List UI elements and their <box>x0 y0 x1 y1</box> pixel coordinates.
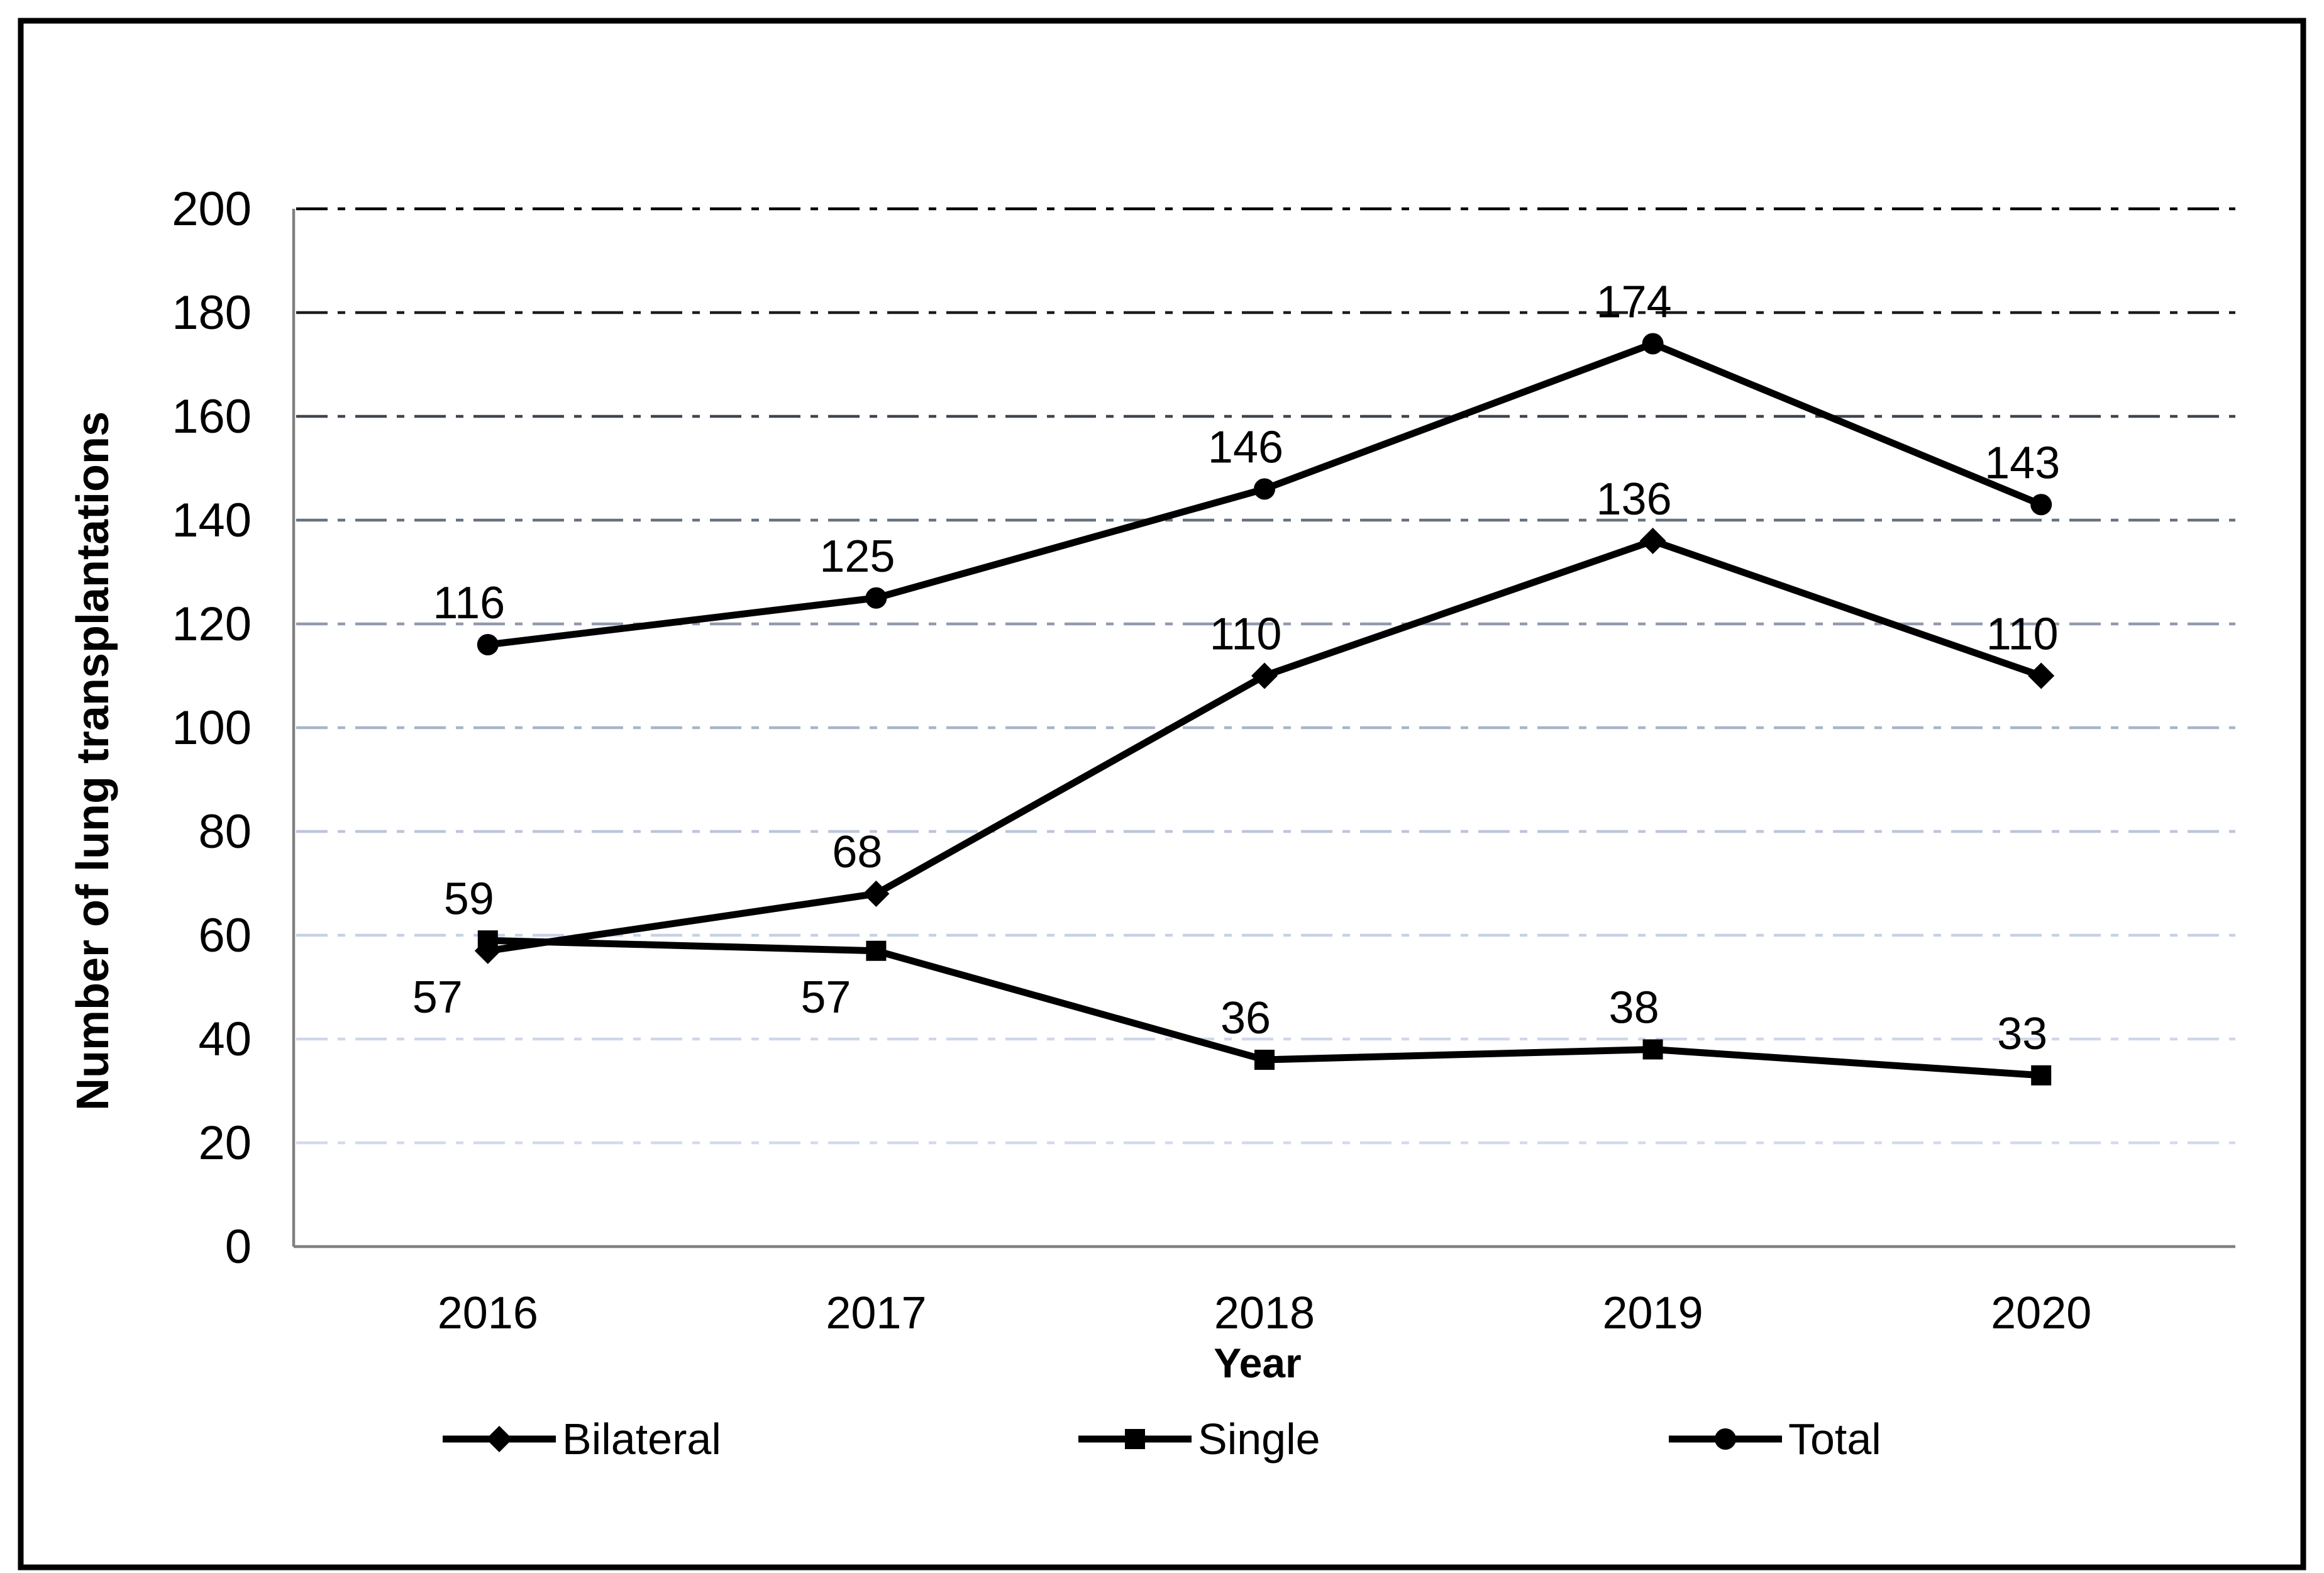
marker-bilateral-2017 <box>863 881 890 907</box>
y-tick-label-180: 180 <box>172 286 252 340</box>
legend-marker-single <box>1125 1429 1145 1449</box>
y-tick-label-160: 160 <box>172 390 252 443</box>
legend-label-bilateral: Bilateral <box>562 1415 721 1464</box>
marker-total-2020 <box>2030 494 2052 516</box>
marker-total-2019 <box>1642 333 1664 355</box>
legend-marker-bilateral <box>486 1426 512 1452</box>
data-label-single-2017: 57 <box>800 972 851 1023</box>
figure-border <box>18 18 2306 1570</box>
data-label-bilateral-2016: 57 <box>412 972 463 1023</box>
data-label-single-2020: 33 <box>1997 1009 2047 1059</box>
data-label-total-2019: 174 <box>1596 277 1672 328</box>
legend-item-total: Total <box>1669 1415 1881 1464</box>
data-label-total-2016: 116 <box>433 578 505 628</box>
data-label-total-2020: 143 <box>1984 438 2060 488</box>
marker-single-2020 <box>2031 1065 2052 1086</box>
x-tick-label-2017: 2017 <box>826 1288 926 1338</box>
data-label-bilateral-2017: 68 <box>832 827 882 877</box>
x-tick-label-2016: 2016 <box>438 1288 538 1338</box>
marker-single-2016 <box>477 930 498 951</box>
data-label-bilateral-2019: 136 <box>1596 474 1672 525</box>
data-label-single-2018: 36 <box>1220 993 1271 1043</box>
y-tick-label-0: 0 <box>225 1220 252 1274</box>
x-axis-title: Year <box>1214 1340 1301 1386</box>
marker-bilateral-2018 <box>1251 662 1278 689</box>
data-label-single-2016: 59 <box>444 874 494 924</box>
y-tick-label-120: 120 <box>172 598 252 651</box>
marker-total-2018 <box>1254 478 1275 500</box>
y-tick-label-80: 80 <box>198 805 252 859</box>
marker-bilateral-2020 <box>2028 662 2055 689</box>
y-tick-label-140: 140 <box>172 494 252 547</box>
legend-label-total: Total <box>1788 1415 1881 1464</box>
marker-bilateral-2019 <box>1639 528 1666 554</box>
legend-marker-total <box>1715 1428 1736 1450</box>
data-label-total-2017: 125 <box>819 531 895 582</box>
y-tick-label-60: 60 <box>198 909 252 962</box>
legend-label-single: Single <box>1198 1415 1320 1464</box>
y-tick-label-40: 40 <box>198 1013 252 1066</box>
data-label-bilateral-2018: 110 <box>1210 609 1282 660</box>
y-tick-label-100: 100 <box>172 701 252 755</box>
marker-single-2019 <box>1642 1039 1663 1060</box>
x-tick-label-2018: 2018 <box>1214 1288 1315 1338</box>
x-tick-label-2020: 2020 <box>1991 1288 2091 1338</box>
marker-single-2017 <box>866 940 887 961</box>
x-tick-label-2019: 2019 <box>1603 1288 1703 1338</box>
y-tick-label-20: 20 <box>198 1116 252 1170</box>
y-axis-title: Number of lung transplantations <box>68 411 118 1111</box>
y-tick-label-200: 200 <box>172 182 252 236</box>
legend-item-bilateral: Bilateral <box>443 1415 721 1464</box>
data-label-single-2019: 38 <box>1609 983 1659 1033</box>
data-label-total-2018: 146 <box>1208 423 1283 473</box>
marker-total-2016 <box>477 634 499 655</box>
data-label-bilateral-2020: 110 <box>1986 609 2059 660</box>
legend-item-single: Single <box>1078 1415 1320 1464</box>
marker-single-2018 <box>1254 1050 1275 1070</box>
marker-total-2017 <box>865 587 887 609</box>
